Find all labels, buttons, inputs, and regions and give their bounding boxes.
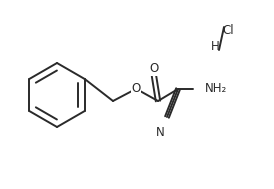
Text: H: H [211,40,219,53]
Text: O: O [131,83,141,95]
Text: NH₂: NH₂ [205,83,227,95]
Text: Cl: Cl [222,25,234,37]
Text: N: N [156,126,164,139]
Text: O: O [149,63,159,75]
